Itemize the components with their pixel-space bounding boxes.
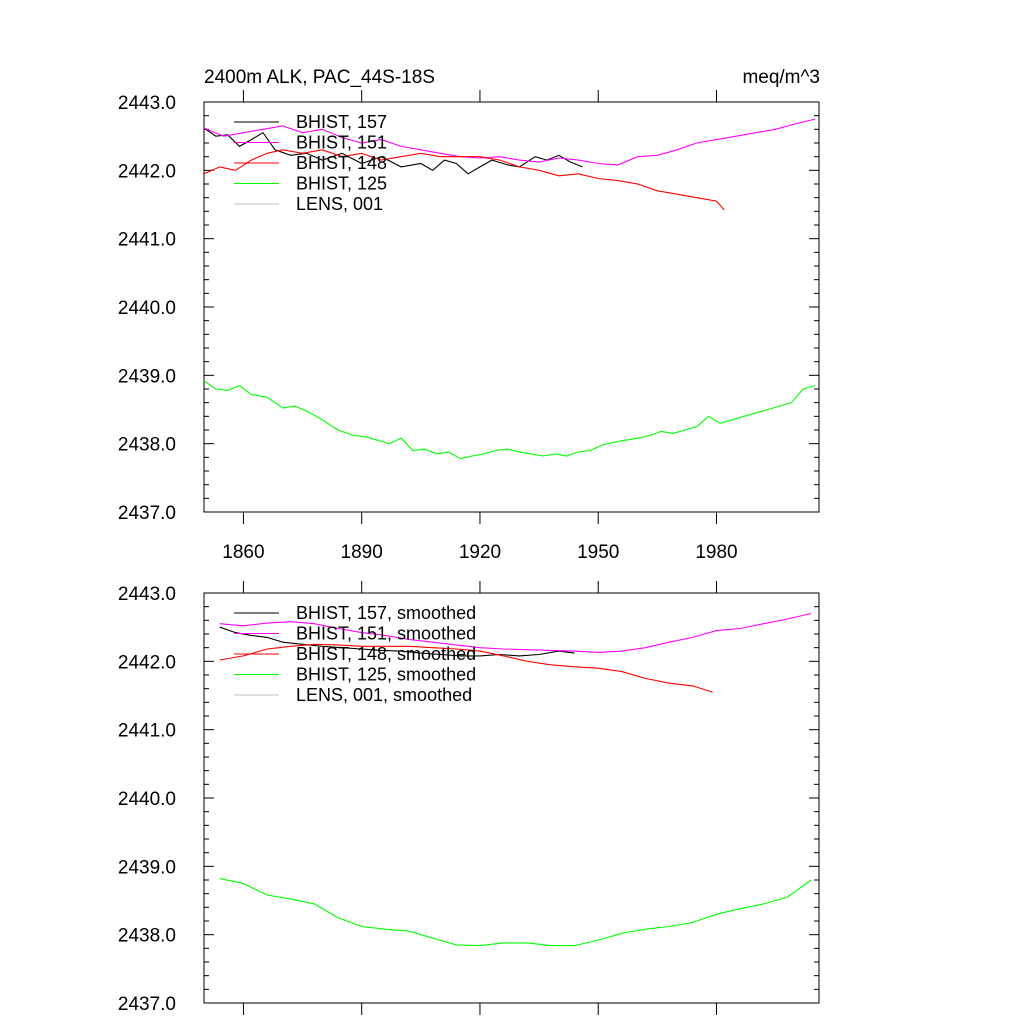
series-line-4 [203, 380, 816, 460]
y-tick-label: 2443.0 [118, 584, 176, 605]
y-tick-label: 2440.0 [118, 789, 176, 810]
legend-label: BHIST, 151 [296, 133, 387, 153]
legend-label: BHIST, 125, smoothed [296, 665, 476, 685]
legend-label: BHIST, 151, smoothed [296, 624, 476, 644]
y-tick-label: 2441.0 [118, 230, 176, 251]
units-label: meq/m^3 [742, 67, 820, 88]
y-tick-label: 2439.0 [118, 366, 176, 387]
y-tick-label: 2439.0 [118, 857, 176, 878]
x-tick-label: 1890 [341, 542, 383, 563]
y-tick-label: 2438.0 [118, 926, 176, 947]
x-tick-label: 1950 [577, 542, 619, 563]
legend-label: LENS, 001 [296, 194, 383, 214]
y-tick-label: 2440.0 [118, 298, 176, 319]
y-tick-label: 2442.0 [118, 652, 176, 673]
chart-panel-2: 2443.0 2442.0 2441.0 2440.0 2439.0 2438.0 2437… [118, 581, 820, 1015]
x-tick-label: 1920 [459, 542, 501, 563]
legend-label: BHIST, 148, smoothed [296, 644, 476, 664]
y-tick-label: 2443.0 [118, 93, 176, 114]
x-tick-label: 1860 [222, 542, 264, 563]
y-tick-label: 2441.0 [118, 721, 176, 742]
legend-label: BHIST, 157 [296, 112, 387, 132]
legend-label: BHIST, 148 [296, 153, 387, 173]
chart-panel-1: 2443.0 2442.0 2441.0 2440.0 2439.0 2438.0 2437… [118, 90, 820, 563]
series-line-2 [219, 612, 812, 653]
y-tick-label: 2437.0 [118, 994, 176, 1015]
series-line-1 [203, 127, 583, 175]
series-line-3 [219, 643, 713, 693]
series-line-4 [219, 878, 812, 947]
legend-label: LENS, 001, smoothed [296, 685, 472, 705]
series-line-1 [219, 626, 575, 657]
x-tick-label: 1980 [695, 542, 737, 563]
y-tick-label: 2437.0 [118, 503, 176, 524]
y-tick-label: 2442.0 [118, 161, 176, 182]
chart-title: 2400m ALK, PAC_44S-18S [204, 67, 435, 88]
y-tick-label: 2438.0 [118, 435, 176, 456]
series-line-2 [203, 118, 816, 166]
series-line-3 [203, 149, 725, 211]
legend-label: BHIST, 125 [296, 174, 387, 194]
legend-label: BHIST, 157, smoothed [296, 603, 476, 623]
